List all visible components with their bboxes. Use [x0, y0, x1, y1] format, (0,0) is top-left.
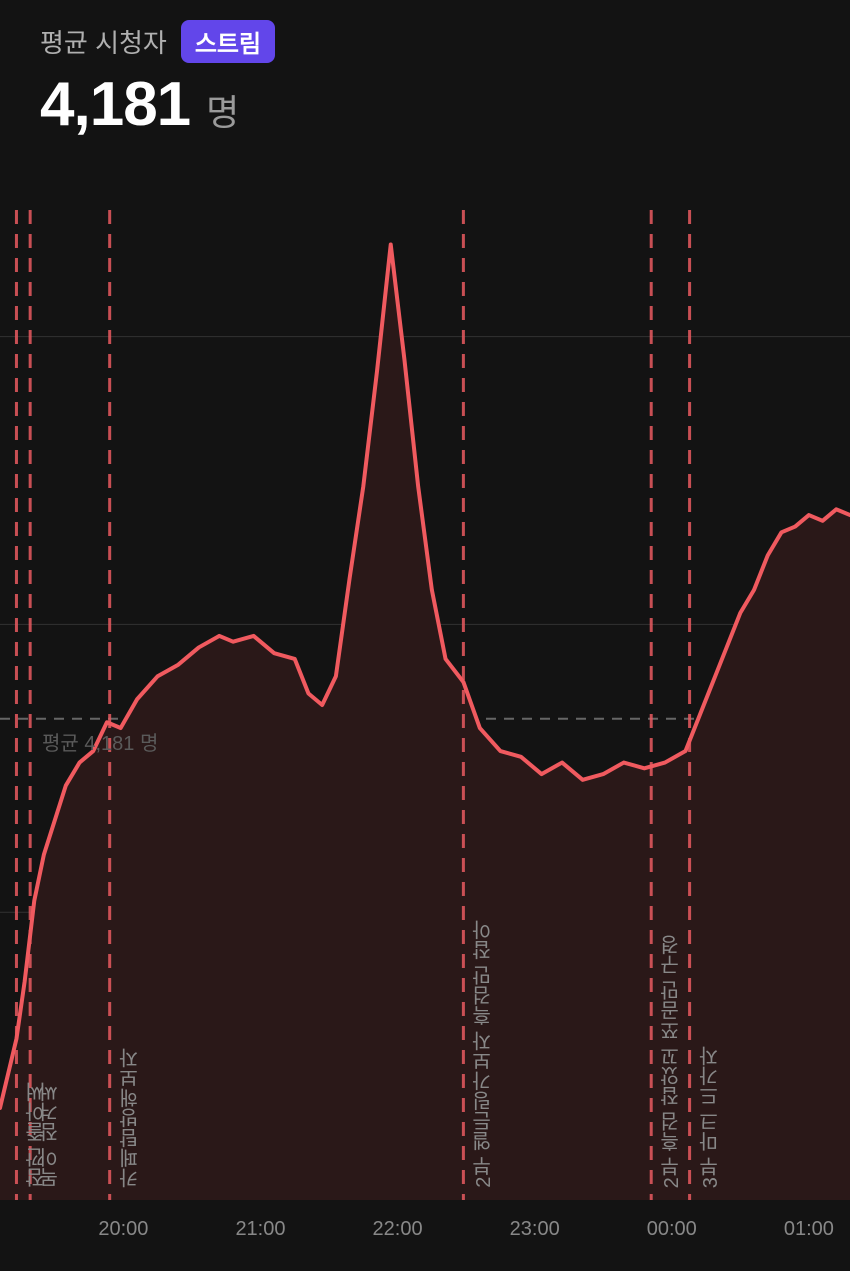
stream-badge[interactable]: 스트림: [181, 20, 275, 63]
x-axis-tick: 01:00: [784, 1218, 834, 1241]
stats-header: 평균 시청자 스트림 4,181 명: [0, 0, 850, 140]
average-label: 평균 4,181 명: [42, 727, 158, 756]
x-axis-tick: 21:00: [235, 1218, 285, 1241]
chart-marker-label: 카페탐방해보자: [116, 1048, 145, 1188]
header-title-row: 평균 시청자 스트림: [40, 20, 810, 63]
header-value-row: 4,181 명: [40, 69, 810, 140]
chart-marker-label: 2부 흑검 잡았꼬 쪼곰만 구경: [657, 935, 686, 1188]
chart-marker-label: 목이 잠겨써: [36, 1082, 65, 1188]
x-axis-tick: 23:00: [510, 1218, 560, 1241]
chart-marker-label: 2부 엘든링가보자 흑검만 잡아: [469, 920, 498, 1188]
x-axis-tick: 00:00: [647, 1218, 697, 1241]
x-axis-tick: 22:00: [373, 1218, 423, 1241]
viewers-chart: 평균 4,181 명잠깐 졸아써목이 잠겨써카페탐방해보자2부 엘든링가보자 흑…: [0, 210, 850, 1270]
metric-title: 평균 시청자: [40, 23, 167, 60]
metric-unit: 명: [206, 84, 239, 136]
chart-marker-label: 3부 마크 드가자: [696, 1046, 725, 1188]
x-axis-tick: 20:00: [98, 1218, 148, 1241]
metric-value: 4,181: [40, 69, 190, 140]
